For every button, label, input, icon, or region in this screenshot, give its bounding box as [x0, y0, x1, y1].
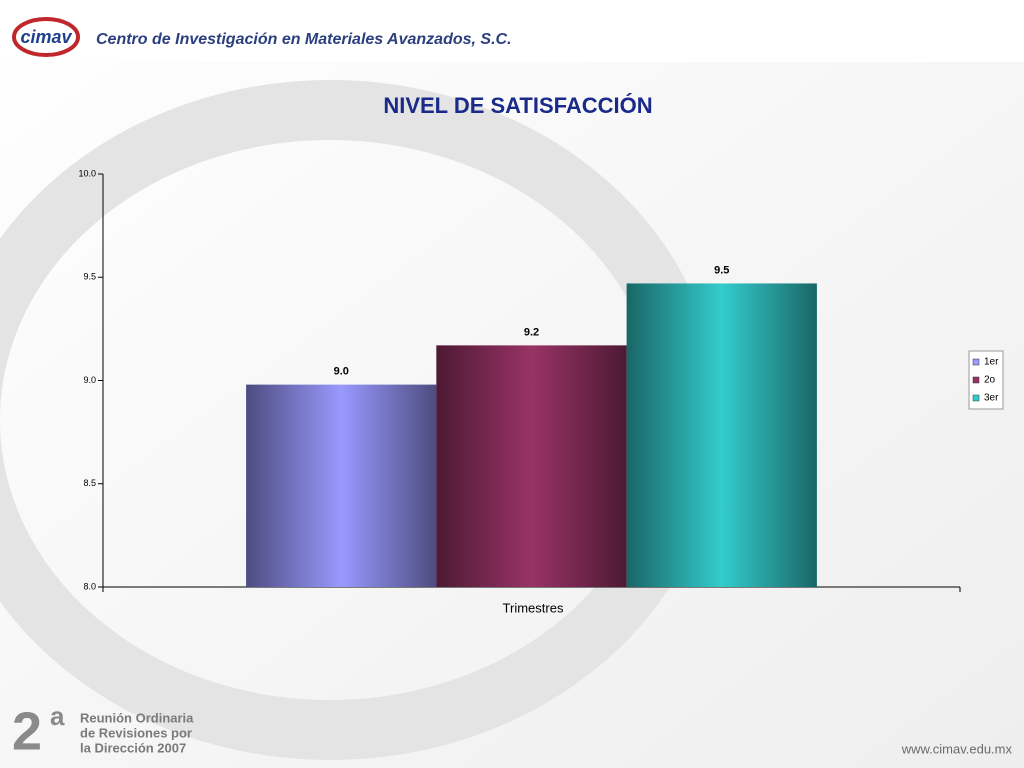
legend-label: 3er	[984, 393, 999, 404]
value-label: 9.0	[334, 366, 349, 378]
legend-label: 2o	[984, 375, 996, 386]
x-axis-label: Trimestres	[503, 600, 564, 615]
value-label: 9.2	[524, 326, 539, 338]
y-tick-label: 9.5	[83, 272, 96, 282]
y-tick-label: 8.0	[83, 581, 96, 591]
legend-label: 1er	[984, 357, 999, 368]
logo-text: cimav	[20, 27, 72, 47]
chart-title: NIVEL DE SATISFACCIÓN	[383, 93, 652, 118]
footer-number: 2	[12, 701, 42, 761]
y-tick-label: 10.0	[78, 168, 96, 178]
legend-swatch	[972, 376, 980, 384]
logo-ring	[12, 17, 80, 57]
footer-line: de Revisiones por	[80, 725, 192, 740]
y-tick-label: 8.5	[83, 478, 96, 488]
header-band	[0, 0, 1024, 62]
bar-shade	[436, 345, 627, 587]
footer-superscript: a	[50, 701, 65, 731]
value-label: 9.5	[714, 264, 729, 276]
footer-line: Reunión Ordinaria	[80, 710, 194, 725]
bar-shade	[626, 283, 817, 587]
bar-shade	[246, 384, 437, 587]
legend-swatch	[972, 394, 980, 402]
footer-url: www.cimav.edu.mx	[901, 741, 1013, 756]
footer-line: la Dirección 2007	[80, 740, 186, 755]
y-tick-label: 9.0	[83, 375, 96, 385]
organization: Centro de Investigación en Materiales Av…	[96, 31, 512, 48]
legend-swatch	[972, 358, 980, 366]
